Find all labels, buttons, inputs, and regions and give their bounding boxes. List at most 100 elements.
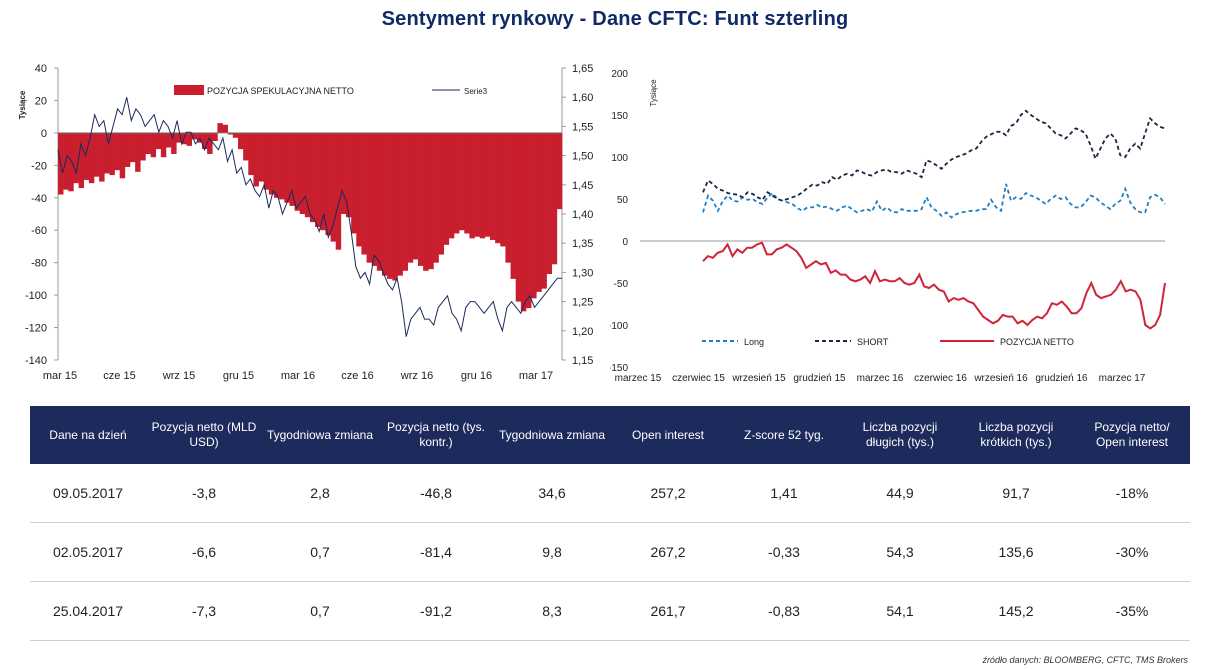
speculative-position-chart: 40 20 0 -20 -40 -60 -80 -100 -120 -140 1,65 1,60 1,5… (18, 63, 593, 382)
net-position-bar (371, 132, 378, 266)
table-cell: 145,2 (958, 581, 1074, 641)
net-position-bar (407, 132, 414, 263)
x-tick-label: cze 16 (341, 370, 373, 382)
legend-bar-swatch (174, 85, 204, 95)
x-tick-label: cze 15 (103, 370, 135, 382)
table-cell: -18% (1074, 464, 1190, 523)
header-open-interest: Open interest (610, 406, 726, 464)
net-position-bar (140, 132, 146, 161)
net-position-bar (238, 132, 244, 150)
table-cell: -30% (1074, 522, 1190, 582)
x-tick-label: marzec 17 (1099, 373, 1146, 384)
table-cell: 2,8 (262, 464, 378, 523)
net-position-bar (135, 132, 141, 172)
net-position-bar (490, 132, 496, 240)
net-position-bar (310, 132, 316, 223)
header-net-usd: Pozycja netto (MLD USD) (146, 406, 262, 464)
y-tick-label: -150 (610, 363, 628, 374)
x-tick-label: wrz 16 (400, 370, 433, 382)
y-left-tick-label: -20 (31, 160, 47, 172)
net-position-bar (222, 124, 229, 133)
legend-label: Long (744, 337, 764, 347)
net-position-bar (505, 132, 511, 263)
net-position-bar (351, 132, 357, 234)
net-position-bar (376, 132, 383, 271)
net-position-bar (536, 132, 542, 292)
y-right-tick-label: 1,30 (572, 267, 593, 279)
net-position-bar (464, 132, 470, 234)
y-left-tick-label: -60 (31, 225, 47, 237)
x-tick-label: wrzesień 16 (973, 373, 1028, 384)
net-position-bar (160, 132, 167, 158)
y-tick-label: 100 (611, 153, 628, 164)
table-row: 02.05.2017 -6,6 0,7 -81,4 9,8 267,2 -0,3… (30, 522, 1190, 582)
net-position-bar (484, 132, 491, 237)
table-cell: 91,7 (958, 464, 1074, 523)
y-left-tick-label: -40 (31, 193, 47, 205)
table-cell: 25.04.2017 (30, 581, 146, 641)
cftc-data-table: Dane na dzień Pozycja netto (MLD USD) Ty… (30, 406, 1190, 641)
net-position-bar (438, 132, 445, 255)
x-tick-label: gru 16 (461, 370, 492, 382)
table-cell: 09.05.2017 (30, 464, 146, 523)
net-position-bar (279, 132, 285, 200)
net-position-bar (145, 132, 151, 154)
net-position-bar (304, 132, 311, 218)
table-cell: -0,33 (726, 522, 842, 582)
net-position-bar (78, 132, 85, 189)
table-cell: -7,3 (146, 581, 262, 641)
net-position-bar (541, 132, 547, 289)
y-left-tick-label: -100 (25, 290, 47, 302)
legend-bar-label: POZYCJA SPEKULACYJNA NETTO (207, 86, 354, 96)
net-position-bar (253, 132, 259, 187)
net-position-bar (83, 132, 90, 180)
net-position-bar (479, 132, 486, 239)
net-position-bar (335, 132, 342, 250)
net-position-bar (191, 132, 198, 140)
table-cell: 267,2 (610, 522, 726, 582)
x-tick-label: gru 15 (223, 370, 254, 382)
net-position-bar (186, 132, 193, 146)
table-cell: 0,7 (262, 522, 378, 582)
x-tick-label: mar 17 (519, 370, 553, 382)
table-cell: -46,8 (378, 464, 494, 523)
y-right-tick-label: 1,40 (572, 209, 593, 221)
x-tick-label: mar 16 (281, 370, 315, 382)
net-position-line (702, 241, 1166, 330)
table-row: 25.04.2017 -7,3 0,7 -91,2 8,3 261,7 -0,8… (30, 581, 1190, 641)
net-position-bar (274, 132, 280, 198)
table-cell: 54,1 (842, 581, 958, 641)
header-net-contracts: Pozycja netto (tys. kontr.) (378, 406, 494, 464)
table-cell: 9,8 (494, 522, 610, 582)
legend-label: SHORT (857, 337, 889, 347)
net-position-bar (212, 132, 218, 141)
y-right-tick-label: 1,65 (572, 63, 593, 75)
x-tick-label: grudzień 15 (793, 373, 846, 384)
net-position-bar (166, 132, 172, 148)
table-cell: -6,6 (146, 522, 262, 582)
y-right-tick-label: 1,50 (572, 151, 593, 163)
net-position-bar (356, 132, 362, 247)
legend-line-label: Serie3 (464, 87, 488, 96)
y-left-tick-label: 0 (41, 128, 47, 140)
y-tick-label: 0 (622, 237, 628, 248)
net-position-bar (124, 132, 131, 167)
y-tick-label: 200 (611, 69, 628, 80)
x-tick-label: czerwiec 16 (914, 373, 967, 384)
net-position-bar (227, 132, 234, 135)
net-position-bar (99, 132, 105, 182)
table-cell: 44,9 (842, 464, 958, 523)
net-position-bar (346, 132, 352, 218)
y-tick-label: 50 (617, 195, 629, 206)
y-left-tick-label: -120 (25, 323, 47, 335)
net-position-bar (119, 132, 126, 179)
net-position-bar (556, 132, 563, 210)
net-position-bar (387, 132, 393, 279)
y-left-tick-label: 20 (35, 95, 47, 107)
net-position-bar (294, 132, 301, 211)
net-position-bar (299, 132, 306, 214)
net-position-bar (500, 132, 506, 247)
net-position-bar (217, 123, 223, 133)
net-position-bar (150, 132, 157, 158)
y-right-tick-label: 1,60 (572, 92, 593, 104)
